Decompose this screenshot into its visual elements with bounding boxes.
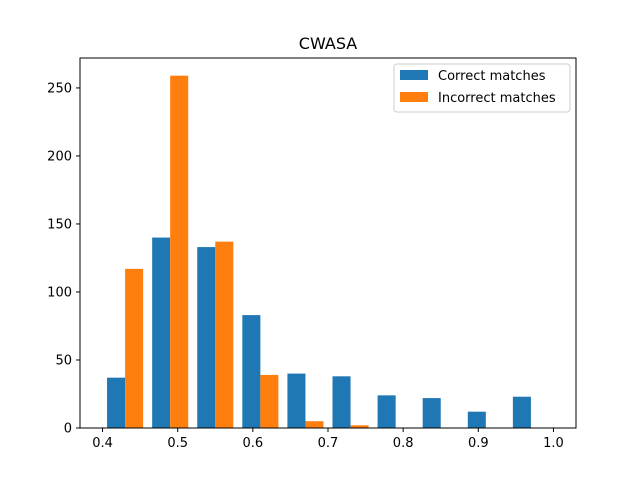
bar-incorrect-bin-3 [260, 374, 279, 428]
x-tick-label: 1.0 [543, 436, 564, 451]
x-tick-label: 0.5 [167, 436, 188, 451]
bar-incorrect-bin-2 [215, 241, 234, 428]
x-tick-label: 0.6 [243, 436, 264, 451]
bar-correct-bin-2 [197, 247, 216, 428]
bar-correct-bin-4 [287, 373, 306, 428]
bar-incorrect-bin-5 [350, 425, 369, 428]
x-tick-label: 0.4 [92, 436, 113, 451]
legend-swatch-correct [400, 70, 428, 80]
legend-label-incorrect: Incorrect matches [438, 91, 556, 106]
x-axis-ticks: 0.4 0.5 0.6 0.7 0.8 0.9 1.0 [92, 428, 564, 451]
legend: Correct matches Incorrect matches [393, 63, 571, 113]
bar-correct-bin-7 [422, 398, 441, 428]
bar-incorrect-bin-4 [305, 421, 324, 428]
bars-group [107, 75, 531, 429]
y-tick-label: 200 [47, 149, 72, 164]
bar-incorrect-bin-0 [125, 268, 144, 428]
bar-incorrect-bin-1 [170, 75, 189, 429]
bar-correct-bin-1 [152, 237, 171, 428]
bar-correct-bin-8 [467, 411, 486, 428]
bar-correct-bin-6 [377, 395, 396, 428]
y-tick-label: 250 [47, 81, 72, 96]
y-tick-label: 150 [47, 217, 72, 232]
y-tick-label: 0 [64, 422, 72, 437]
legend-box [393, 63, 571, 113]
plot-area-frame [79, 57, 577, 429]
x-tick-label: 0.7 [318, 436, 339, 451]
bar-correct-bin-9 [512, 396, 531, 428]
x-tick-label: 0.8 [393, 436, 414, 451]
x-tick-label: 0.9 [468, 436, 489, 451]
bar-correct-bin-3 [242, 315, 261, 428]
y-tick-label: 50 [55, 353, 72, 368]
bar-correct-bin-0 [107, 377, 126, 428]
chart-title: CWASA [299, 34, 358, 53]
y-tick-label: 100 [47, 285, 72, 300]
bar-correct-bin-5 [332, 376, 351, 428]
y-axis-ticks: 0 50 100 150 200 250 [47, 81, 80, 437]
legend-swatch-incorrect [400, 92, 428, 102]
legend-label-correct: Correct matches [438, 69, 546, 84]
